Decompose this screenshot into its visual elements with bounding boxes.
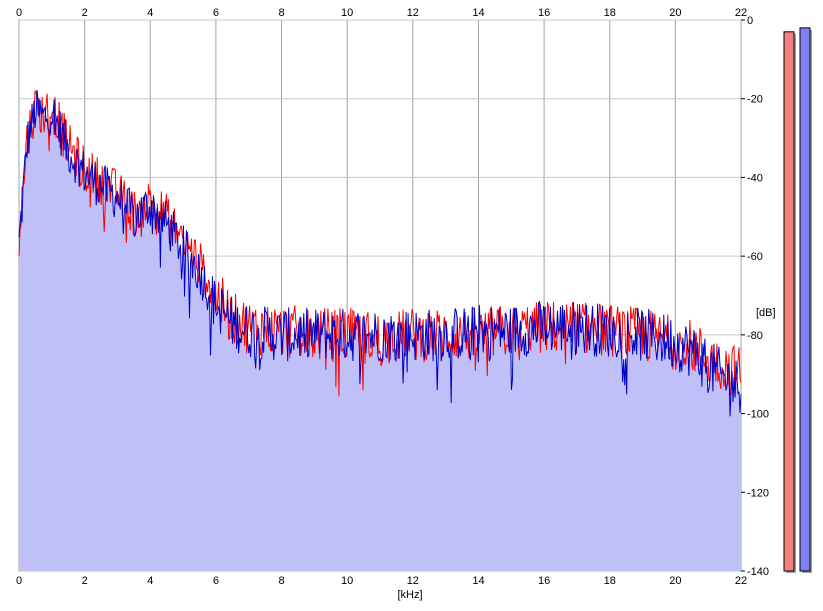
y-axis-label: [dB] — [756, 307, 776, 319]
x-tick-bottom-8: 16 — [538, 575, 550, 587]
y-tick-label-6: -120 — [747, 487, 769, 499]
y-axis-right: 0 -20 -40 -60 -80 -100 -120 -140 — [741, 15, 769, 578]
x-tick-bottom-2: 4 — [147, 575, 153, 587]
spectrum-fill — [19, 89, 741, 572]
x-tick-top-11: 22 — [735, 7, 747, 19]
x-tick-bottom-11: 22 — [735, 575, 747, 587]
x-tick-top-2: 4 — [147, 7, 153, 19]
x-tick-bottom-7: 14 — [472, 575, 484, 587]
y-tick-label-2: -40 — [747, 172, 763, 184]
level-meters — [783, 27, 812, 574]
x-tick-bottom-5: 10 — [341, 575, 353, 587]
x-tick-top-8: 16 — [538, 7, 550, 19]
x-tick-top-1: 2 — [82, 7, 88, 19]
x-axis-label: [kHz] — [397, 589, 422, 601]
x-tick-bottom-9: 18 — [604, 575, 616, 587]
x-tick-top-3: 6 — [213, 7, 219, 19]
spectrum-area — [19, 89, 741, 572]
x-tick-bottom-6: 12 — [407, 575, 419, 587]
y-tick-label-5: -100 — [747, 409, 769, 421]
x-tick-bottom-4: 8 — [278, 575, 284, 587]
series-layer — [18, 89, 742, 417]
x-tick-top-7: 14 — [472, 7, 484, 19]
x-tick-top-0: 0 — [16, 7, 22, 19]
x-tick-bottom-3: 6 — [213, 575, 219, 587]
x-tick-top-6: 12 — [407, 7, 419, 19]
x-axis-bottom: 0 2 4 6 8 10 12 14 16 18 20 22 — [16, 575, 747, 587]
x-tick-top-5: 10 — [341, 7, 353, 19]
y-tick-label-7: -140 — [747, 566, 769, 578]
level-meter-1 — [799, 27, 811, 572]
y-tick-label-3: -60 — [747, 251, 763, 263]
x-axis-top: 0 2 4 6 8 10 12 14 16 18 20 22 — [16, 7, 747, 19]
x-tick-bottom-1: 2 — [82, 575, 88, 587]
level-meter-0 — [783, 31, 795, 572]
x-tick-bottom-10: 20 — [669, 575, 681, 587]
x-tick-top-10: 20 — [669, 7, 681, 19]
x-tick-top-4: 8 — [278, 7, 284, 19]
series-line-red — [18, 90, 742, 398]
y-tick-label-4: -80 — [747, 330, 763, 342]
y-tick-label-0: 0 — [747, 15, 753, 27]
x-tick-bottom-0: 0 — [16, 575, 22, 587]
x-tick-top-9: 18 — [604, 7, 616, 19]
y-tick-label-1: -20 — [747, 94, 763, 106]
series-line-blue — [18, 89, 742, 417]
